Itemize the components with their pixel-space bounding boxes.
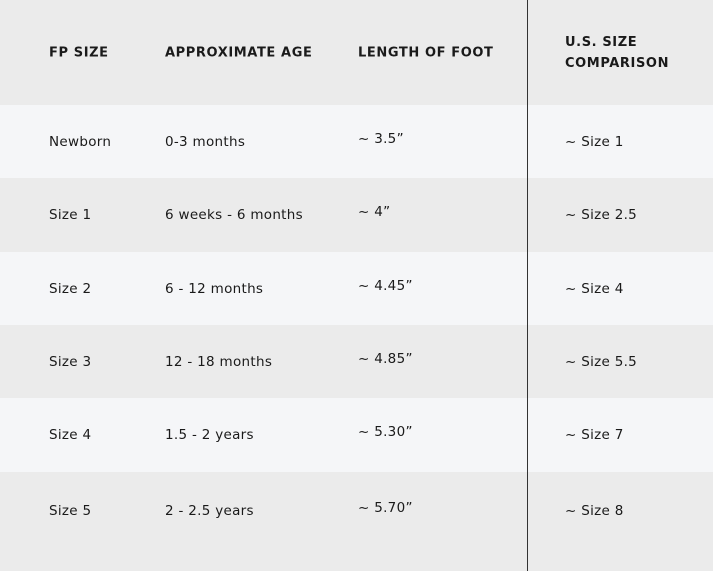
foot-length-cell: ~ 5.70” [358,500,413,516]
table-header: FP SIZE APPROXIMATE AGE LENGTH OF FOOT U… [0,0,713,105]
age-cell: 6 weeks - 6 months [165,206,303,223]
age-cell: 0-3 months [165,133,246,150]
table-row: Size 1 6 weeks - 6 months ~ 4” ~ Size 2.5 [0,178,713,252]
column-divider [527,0,528,571]
header-fp-size: FP SIZE [49,45,109,60]
foot-length-cell: ~ 3.5” [358,130,404,147]
fp-size-cell: Size 3 [49,353,92,370]
table-row: Size 3 12 - 18 months ~ 4.85” ~ Size 5.5 [0,325,713,399]
fp-size-cell: Size 5 [49,503,92,519]
age-cell: 2 - 2.5 years [165,503,254,519]
header-length-of-foot: LENGTH OF FOOT [358,45,494,60]
header-us-size-comparison: U.S. SIZE COMPARISON [565,32,669,74]
age-cell: 6 - 12 months [165,280,264,297]
us-size-cell: ~ Size 1 [565,133,624,150]
fp-size-cell: Size 4 [49,426,92,443]
us-size-cell: ~ Size 8 [565,503,624,519]
foot-length-cell: ~ 4.45” [358,277,413,294]
us-size-cell: ~ Size 2.5 [565,206,638,223]
fp-size-cell: Size 1 [49,206,92,223]
fp-size-cell: Size 2 [49,280,92,297]
foot-length-cell: ~ 4.85” [358,350,413,367]
foot-length-cell: ~ 4” [358,203,391,220]
header-line-1: U.S. SIZE [565,34,638,50]
table-row: Size 2 6 - 12 months ~ 4.45” ~ Size 4 [0,252,713,326]
header-line-2: COMPARISON [565,55,670,71]
us-size-cell: ~ Size 7 [565,426,624,443]
us-size-cell: ~ Size 4 [565,280,624,297]
table-row: Newborn 0-3 months ~ 3.5” ~ Size 1 [0,105,713,179]
age-cell: 12 - 18 months [165,353,273,370]
header-approximate-age: APPROXIMATE AGE [165,45,313,60]
foot-length-cell: ~ 5.30” [358,423,413,440]
age-cell: 1.5 - 2 years [165,426,254,443]
fp-size-cell: Newborn [49,133,112,150]
table-row: Size 4 1.5 - 2 years ~ 5.30” ~ Size 7 [0,398,713,472]
us-size-cell: ~ Size 5.5 [565,353,638,370]
table-row: Size 5 2 - 2.5 years ~ 5.70” ~ Size 8 [0,472,713,571]
